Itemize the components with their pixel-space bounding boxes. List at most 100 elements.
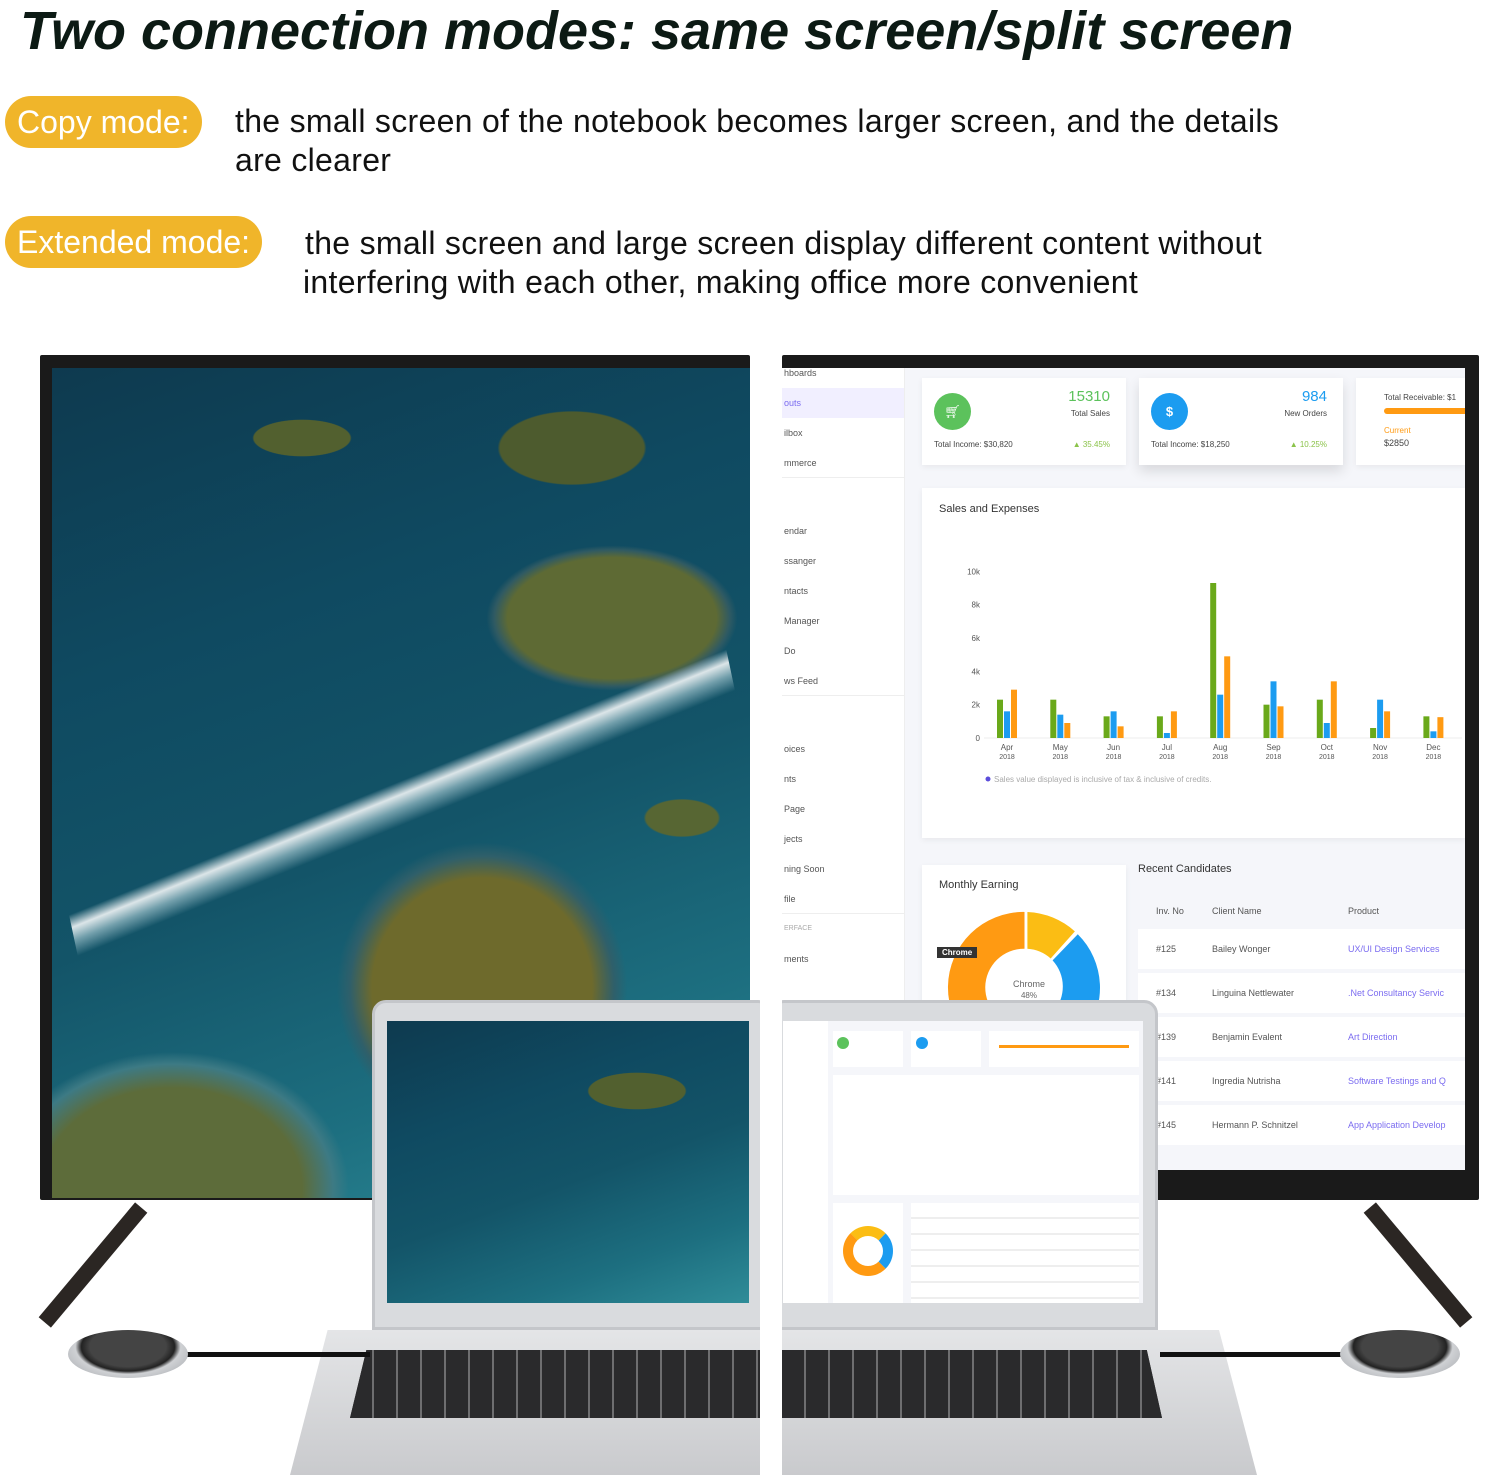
product[interactable]: Software Testings and Q <box>1348 1076 1446 1086</box>
client-name: Ingredia Nutrisha <box>1212 1076 1281 1086</box>
monitor-stand-leg <box>38 1202 148 1328</box>
x-tick-label: 2018 <box>1053 754 1069 761</box>
sidebar-item[interactable]: Page <box>784 804 806 814</box>
cable <box>1160 1352 1350 1357</box>
total-sales-card: 🛒︎ 15310 Total Sales Total Income: $30,8… <box>922 378 1126 465</box>
x-tick-label: Jul <box>1162 743 1172 752</box>
client-name: Hermann P. Schnitzel <box>1212 1120 1298 1130</box>
x-tick-label: 2018 <box>1426 754 1442 761</box>
product[interactable]: App Application Develop <box>1348 1120 1446 1130</box>
total-sales-label: Total Sales <box>1070 409 1110 418</box>
chart-note: Sales value displayed is inclusive of ta… <box>994 775 1211 784</box>
right-laptop-screen <box>770 1000 1158 1330</box>
chart-title: Sales and Expenses <box>939 503 1040 515</box>
sidebar-item[interactable]: nts <box>784 774 797 784</box>
copy-mode-line1: the small screen of the notebook becomes… <box>235 103 1280 139</box>
x-tick-label: Nov <box>1373 743 1387 752</box>
sales-change: ▲ 35.45% <box>1072 440 1110 449</box>
sidebar-item[interactable]: mmerce <box>782 448 904 478</box>
donut-center-value: 48% <box>1020 991 1037 1000</box>
bar <box>1057 714 1064 738</box>
x-tick-label: Aug <box>1213 743 1227 752</box>
copy-mode-badge: Copy mode: <box>5 96 202 148</box>
table-row[interactable]: #134 Linguina Nettlewater .Net Consultancy… <box>1138 973 1465 1013</box>
bar <box>1423 716 1430 738</box>
x-tick-label: Jun <box>1107 743 1120 752</box>
sidebar-item[interactable]: hboards <box>784 368 817 378</box>
sidebar-section-label: ERFACE <box>784 925 813 932</box>
bar <box>1156 716 1163 738</box>
bar <box>1110 711 1117 738</box>
sidebar-item[interactable]: ssanger <box>784 556 817 566</box>
receivable-label: Total Receivable: $1 <box>1384 393 1457 402</box>
inv-no: #134 <box>1156 988 1177 998</box>
bar <box>1170 711 1177 738</box>
current-value: $2850 <box>1384 438 1410 448</box>
laptop-mini-dashboard <box>783 1021 1143 1303</box>
bar <box>1330 681 1337 738</box>
bar <box>1064 723 1071 738</box>
headline: Two connection modes: same screen/split … <box>20 1 1294 61</box>
left-laptop-keyboard-deck <box>290 1330 760 1475</box>
sidebar-item[interactable]: endar <box>784 526 808 536</box>
product[interactable]: UX/UI Design Services <box>1348 944 1440 954</box>
x-tick-label: Sep <box>1266 743 1281 752</box>
bar <box>1437 717 1444 738</box>
table-row[interactable]: #145 Hermann P. Schnitzel App Application … <box>1138 1105 1465 1145</box>
product[interactable]: Art Direction <box>1348 1032 1398 1042</box>
new-orders-value: 984 <box>1301 388 1327 405</box>
bar <box>1323 723 1330 738</box>
inv-no: #141 <box>1156 1076 1177 1086</box>
client-name: Bailey Wonger <box>1212 944 1271 954</box>
boat-wake <box>38 627 764 969</box>
table-row[interactable]: #141 Ingredia Nutrisha Software Testings a… <box>1138 1061 1465 1101</box>
sidebar-item[interactable]: ntacts <box>784 586 809 596</box>
copy-mode-description: the small screen of the notebook becomes… <box>235 102 1485 180</box>
sidebar-item[interactable]: ning Soon <box>784 864 825 874</box>
sidebar-item[interactable]: ilbox <box>784 428 803 438</box>
receivable-card: Total Receivable: $1 Current $2850 <box>1356 378 1465 465</box>
bar <box>1004 711 1010 738</box>
dollar-icon: $ <box>1151 393 1188 430</box>
x-tick-label: 2018 <box>1159 754 1175 761</box>
keyboard-keys <box>782 1350 1162 1418</box>
recent-candidates-panel: Recent Candidates Inv. No Client Name Pr… <box>1138 855 1465 1170</box>
sales-expenses-chart: 02k4k6k8k10k12kApr2018May2018Jun2018Jul2… <box>967 567 1462 784</box>
table-header: Inv. No Client Name Product <box>1138 897 1465 925</box>
table-row[interactable]: #139 Benjamin Evalent Art Direction <box>1138 1017 1465 1057</box>
keyboard-keys <box>350 1350 760 1418</box>
donut-slice[interactable] <box>1027 911 1075 959</box>
x-tick-label: 2018 <box>1372 754 1388 761</box>
x-tick-label: May <box>1053 743 1068 752</box>
sidebar-item[interactable]: oices <box>784 744 806 754</box>
inv-no: #145 <box>1156 1120 1177 1130</box>
sidebar-item[interactable]: ments <box>784 954 809 964</box>
x-tick-label: Dec <box>1426 743 1440 752</box>
x-tick-label: 2018 <box>1266 754 1282 761</box>
bar <box>1050 699 1057 738</box>
sidebar-item[interactable]: jects <box>784 834 803 844</box>
inv-no: #125 <box>1156 944 1177 954</box>
bar <box>1103 716 1110 738</box>
legend-dot <box>985 776 991 782</box>
left-monitor <box>38 355 764 1200</box>
table-row[interactable]: #125 Bailey Wonger UX/UI Design Services <box>1138 929 1465 969</box>
bar <box>1224 656 1231 738</box>
inv-no: #139 <box>1156 1032 1177 1042</box>
product[interactable]: .Net Consultancy Servic <box>1348 988 1445 998</box>
sidebar-item[interactable]: Manager <box>784 616 820 626</box>
x-tick-label: 2018 <box>1106 754 1122 761</box>
x-tick-label: Oct <box>1321 743 1334 752</box>
sidebar-item[interactable]: ws Feed <box>782 666 904 696</box>
bar <box>1117 726 1124 738</box>
sidebar-item[interactable]: Do <box>784 646 796 656</box>
client-name: Linguina Nettlewater <box>1212 988 1295 998</box>
bar <box>1316 699 1323 738</box>
sales-expenses-card: Sales and Expenses 02k4k6k8k10k12kApr201… <box>922 488 1465 838</box>
wireless-transmitter-right <box>1340 1330 1460 1378</box>
bar <box>1430 731 1437 738</box>
sidebar-item[interactable]: file <box>782 884 904 914</box>
sidebar-item-active[interactable]: outs <box>782 388 904 418</box>
bar <box>1277 706 1284 738</box>
bar <box>1210 583 1217 738</box>
